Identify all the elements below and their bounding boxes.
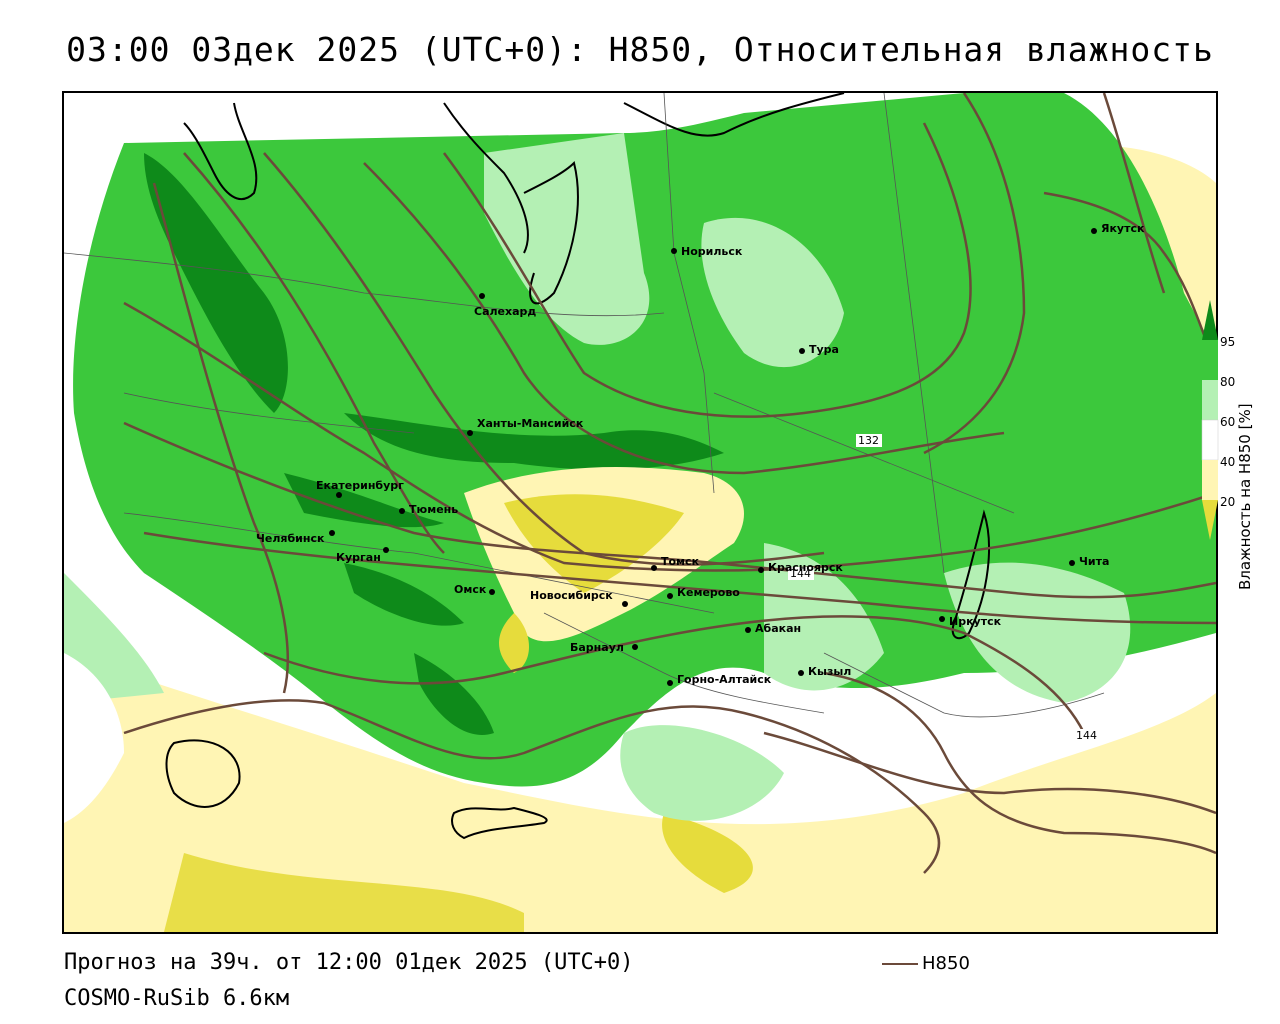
contour-label-132: 132 xyxy=(858,434,879,447)
h850-contours xyxy=(123,93,1216,874)
colorbar-swatches xyxy=(1201,300,1219,540)
svg-text:Горно-Алтайск: Горно-Алтайск xyxy=(677,673,772,686)
page-title: 03:00 03дек 2025 (UTC+0): H850, Относите… xyxy=(66,30,1214,69)
map-canvas: 132 144 144 Норильск Якутск Салехард Тур… xyxy=(64,93,1216,932)
city-irkutsk: Иркутск xyxy=(939,615,1002,628)
city-krasnoyarsk: Красноярск xyxy=(758,561,843,574)
contour-label-144b: 144 xyxy=(1076,729,1097,742)
city-khanty-mansiysk: Ханты-Мансийск xyxy=(467,417,584,436)
city-tomsk: Томск xyxy=(651,555,700,571)
contour-label-144: 144 xyxy=(790,567,811,580)
city-norilsk: Норильск xyxy=(671,245,743,258)
svg-text:Якутск: Якутск xyxy=(1101,222,1145,235)
svg-text:Кемерово: Кемерово xyxy=(677,586,740,599)
svg-text:Барнаул: Барнаул xyxy=(570,641,624,654)
city-gorno-altaysk: Горно-Алтайск xyxy=(667,673,772,686)
colorbar-tick-80: 80 xyxy=(1220,375,1236,389)
weather-map: 132 144 144 Норильск Якутск Салехард Тур… xyxy=(62,91,1218,934)
city-tura: Тура xyxy=(799,343,839,356)
svg-text:Норильск: Норильск xyxy=(681,245,743,258)
colorbar-tick-20: 20 xyxy=(1220,495,1236,509)
svg-text:Красноярск: Красноярск xyxy=(768,561,843,574)
city-kurgan: Курган xyxy=(336,547,389,564)
city-kemerovo: Кемерово xyxy=(667,586,740,599)
svg-text:Тура: Тура xyxy=(809,343,839,356)
city-yakutsk: Якутск xyxy=(1091,222,1145,235)
svg-text:Челябинск: Челябинск xyxy=(256,532,325,545)
city-chita: Чита xyxy=(1069,555,1109,568)
colorbar-title: Влажность на H850 [%] xyxy=(1236,403,1254,590)
svg-text:Иркутск: Иркутск xyxy=(949,615,1002,628)
svg-text:Тюмень: Тюмень xyxy=(409,503,458,516)
svg-text:Кызыл: Кызыл xyxy=(808,665,851,678)
svg-text:Екатеринбург: Екатеринбург xyxy=(316,479,404,492)
city-tyumen: Тюмень xyxy=(399,503,458,516)
contour-legend-line xyxy=(882,963,918,965)
svg-text:Курган: Курган xyxy=(336,551,381,564)
svg-text:Чита: Чита xyxy=(1079,555,1109,568)
city-barnaul: Барнаул xyxy=(570,641,638,654)
colorbar-tick-60: 60 xyxy=(1220,415,1236,429)
city-yekaterinburg: Екатеринбург xyxy=(316,479,404,498)
forecast-info: Прогноз на 39ч. от 12:00 01дек 2025 (UTC… xyxy=(64,950,634,975)
contour-labels: 132 144 144 xyxy=(788,434,1100,742)
svg-text:Омск: Омск xyxy=(454,583,487,596)
svg-text:Новосибирск: Новосибирск xyxy=(530,589,613,602)
city-abakan: Абакан xyxy=(745,622,801,635)
contour-legend-label: H850 xyxy=(922,953,970,974)
model-name: COSMO-RuSib 6.6км xyxy=(64,986,290,1011)
city-omsk: Омск xyxy=(454,583,495,596)
svg-text:Салехард: Салехард xyxy=(474,305,536,318)
svg-text:Ханты-Мансийск: Ханты-Мансийск xyxy=(477,417,584,430)
colorbar-tick-40: 40 xyxy=(1220,455,1236,469)
city-kyzyl: Кызыл xyxy=(798,665,851,678)
city-chelyabinsk: Челябинск xyxy=(256,530,335,545)
coastlines xyxy=(165,93,990,840)
city-novosibirsk: Новосибирск xyxy=(530,589,628,607)
city-salekhard: Салехард xyxy=(474,293,536,318)
svg-text:Абакан: Абакан xyxy=(755,622,801,635)
svg-text:Томск: Томск xyxy=(661,555,700,568)
colorbar-tick-95: 95 xyxy=(1220,335,1236,349)
cities: Норильск Якутск Салехард Тура Ханты-Манс… xyxy=(256,222,1145,686)
region-borders xyxy=(64,93,1105,718)
